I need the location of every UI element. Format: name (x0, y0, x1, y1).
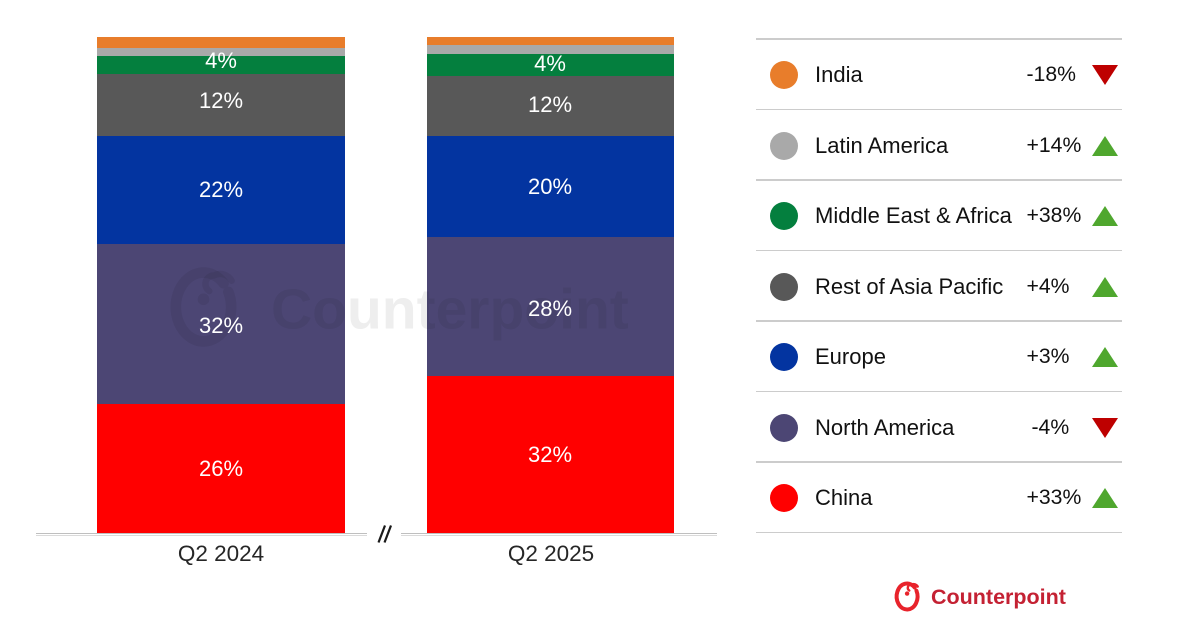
svg-text:Counterpoint: Counterpoint (271, 278, 629, 342)
svg-text:Counterpoint: Counterpoint (931, 585, 1066, 609)
